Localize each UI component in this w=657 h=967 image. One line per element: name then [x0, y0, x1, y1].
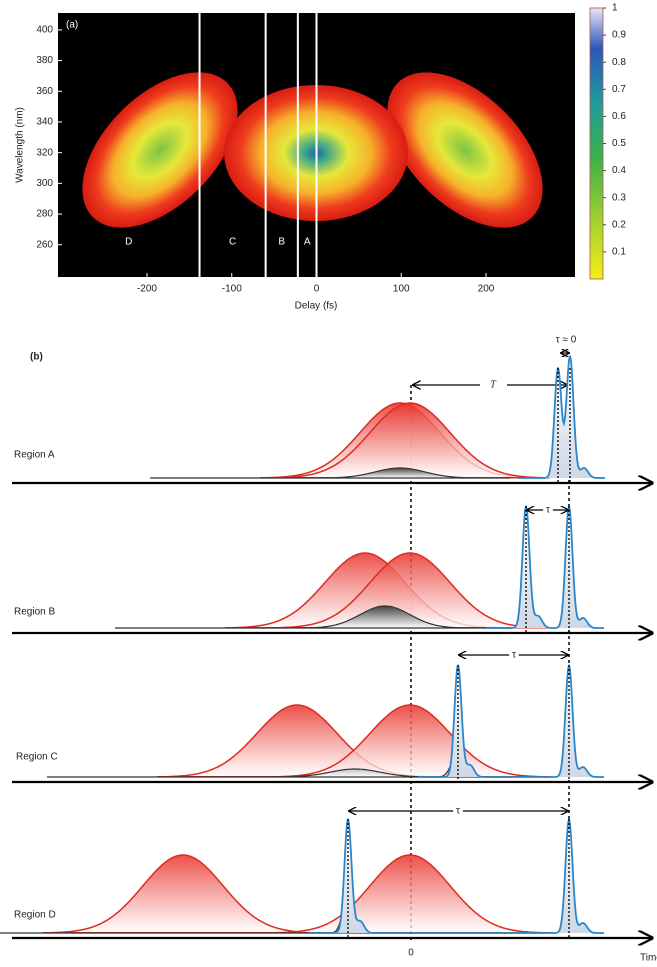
region-label: B: [278, 237, 285, 248]
time-label: Time: [640, 953, 657, 964]
x-tick-label: -100: [222, 284, 242, 295]
colorbar-tick-label: 0.1: [612, 247, 626, 258]
y-axis-label: Wavelength (nm): [15, 107, 26, 183]
tau-label: τ: [512, 650, 516, 661]
colorbar-tick-label: 0.8: [612, 57, 626, 68]
colorbar-tick-label: 0.9: [612, 30, 626, 41]
region-label: D: [125, 237, 132, 248]
zero-label: 0: [408, 948, 414, 959]
colorbar: [589, 7, 604, 280]
pump-pulse: [270, 402, 550, 479]
row-label: Region D: [14, 910, 56, 921]
overlap: [150, 467, 510, 479]
colorbar-tick-label: 0.5: [612, 138, 626, 149]
panel-a: (a) Delay (fs) Wavelength (nm) D C B A -200 -…: [15, 3, 627, 312]
pump-pulse: [270, 854, 550, 934]
y-tick-label: 280: [36, 209, 53, 220]
y-tick-label: 320: [36, 147, 53, 158]
y-tick-label: 300: [36, 178, 53, 189]
x-tick-label: -200: [137, 284, 157, 295]
T-label: T: [490, 379, 497, 390]
tau-label: τ ≈ 0: [556, 335, 577, 346]
row-label: Region B: [14, 607, 55, 618]
x-tick-label: 0: [314, 284, 320, 295]
colorbar-tick-label: 0.2: [612, 219, 626, 230]
y-tick-label: 360: [36, 86, 53, 97]
y-tick-label: 400: [36, 25, 53, 36]
tau-label: τ: [456, 806, 460, 817]
probe-pulses: [418, 664, 604, 778]
tau-label: τ: [546, 505, 550, 516]
panel-label: (a): [66, 20, 78, 31]
y-tick-label: 380: [36, 55, 53, 66]
panel-label: (b): [30, 352, 43, 363]
colorbar-tick-label: 0.4: [612, 165, 626, 176]
row-label: Region C: [16, 752, 58, 763]
probe-pulses: [518, 355, 605, 479]
x-tick-label: 200: [478, 284, 495, 295]
overlap: [115, 605, 510, 629]
x-tick-label: 100: [393, 284, 410, 295]
probe-pulses: [486, 505, 604, 629]
x-axis-label: Delay (fs): [295, 301, 338, 312]
colorbar-tick-label: 0.7: [612, 84, 626, 95]
colorbar-tick-label: 0.3: [612, 192, 626, 203]
pump-pulse: [270, 552, 550, 629]
pump-pulse: [43, 854, 323, 934]
probe-pulses: [308, 818, 604, 934]
pump-pulse: [270, 704, 550, 778]
row-label: Region A: [14, 450, 55, 461]
colorbar-tick-label: 0.6: [612, 111, 626, 122]
colorbar-tick-label: 1: [612, 3, 618, 14]
y-tick-label: 340: [36, 117, 53, 128]
y-tick-label: 260: [36, 239, 53, 250]
panel-b: (b) T 0 Time Region A τ ≈ 0 Region B τ Regio…: [0, 335, 657, 964]
region-label: A: [304, 237, 311, 248]
region-label: C: [229, 237, 236, 248]
blob: [387, 72, 543, 228]
